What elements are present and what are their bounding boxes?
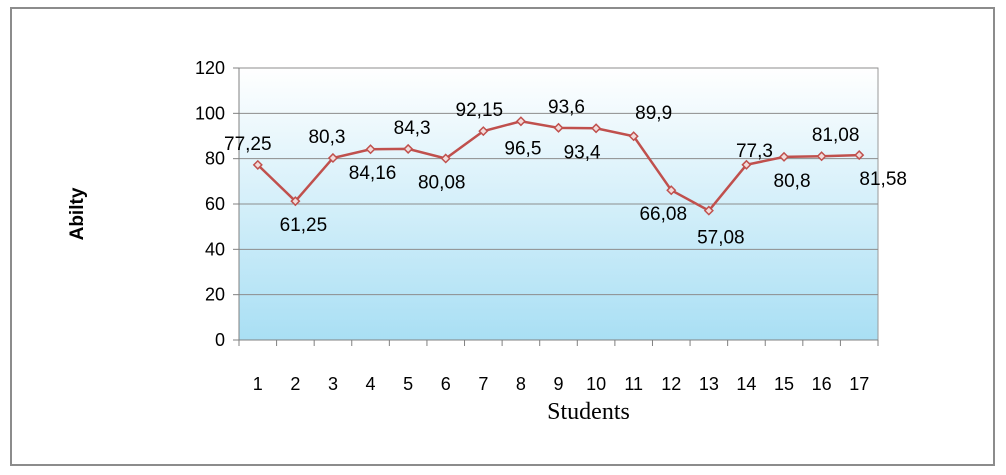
x-tick-label: 8	[516, 374, 526, 394]
x-tick-label: 3	[328, 374, 338, 394]
data-point	[591, 123, 602, 134]
data-label: 57,08	[697, 228, 745, 249]
x-tick-label: 2	[290, 374, 300, 394]
x-tick-label: 1	[253, 374, 263, 394]
x-tick-label: 11	[624, 374, 643, 394]
data-point	[478, 126, 489, 137]
data-point	[816, 151, 827, 162]
data-label: 81,58	[859, 169, 907, 190]
y-tick-label: 100	[195, 103, 225, 123]
data-point	[666, 185, 677, 196]
data-point	[327, 152, 339, 164]
data-label: 80,08	[418, 172, 466, 193]
data-label: 61,25	[280, 215, 328, 236]
y-tick-label: 20	[205, 285, 225, 305]
y-tick-label: 40	[205, 239, 225, 259]
x-tick-label: 13	[699, 374, 719, 394]
x-tick-label: 15	[774, 374, 794, 394]
x-tick-label: 16	[812, 374, 832, 394]
data-point	[703, 205, 714, 216]
data-label: 80,8	[774, 171, 811, 192]
data-label: 84,16	[349, 163, 397, 184]
data-point	[854, 150, 865, 161]
data-point	[553, 122, 564, 133]
x-axis-title: Students	[547, 399, 630, 425]
data-label: 80,3	[308, 127, 345, 148]
y-tick-label: 120	[195, 58, 225, 78]
x-tick-label: 9	[553, 374, 563, 394]
data-label: 77,3	[736, 141, 773, 162]
y-tick-label: 80	[205, 149, 225, 169]
x-tick-label: 6	[441, 374, 451, 394]
x-tick-label: 14	[736, 374, 756, 394]
data-point	[440, 153, 451, 164]
data-point	[778, 151, 790, 162]
data-label: 89,9	[635, 103, 672, 124]
data-label: 66,08	[639, 204, 687, 225]
data-label: 77,25	[224, 134, 272, 155]
x-tick-label: 5	[403, 374, 413, 394]
data-point	[252, 159, 263, 170]
data-point	[290, 196, 301, 207]
x-tick-label: 10	[586, 374, 606, 394]
data-label: 93,4	[564, 142, 601, 163]
x-tick-label: 12	[661, 374, 681, 394]
x-tick-label: 7	[478, 374, 488, 394]
data-label: 92,15	[456, 100, 504, 121]
data-label: 84,3	[394, 118, 431, 139]
data-label: 81,08	[812, 125, 860, 146]
data-point	[628, 131, 639, 142]
data-point	[403, 143, 414, 154]
data-label: 96,5	[504, 138, 541, 159]
x-tick-label: 4	[366, 374, 376, 394]
data-label: 93,6	[548, 97, 585, 118]
data-point	[741, 159, 752, 170]
y-tick-label: 0	[215, 330, 225, 350]
data-point	[365, 144, 376, 155]
y-axis-title: Abilty	[67, 187, 88, 240]
y-tick-label: 60	[205, 194, 225, 214]
data-point	[515, 116, 526, 127]
x-tick-label: 17	[849, 374, 869, 394]
